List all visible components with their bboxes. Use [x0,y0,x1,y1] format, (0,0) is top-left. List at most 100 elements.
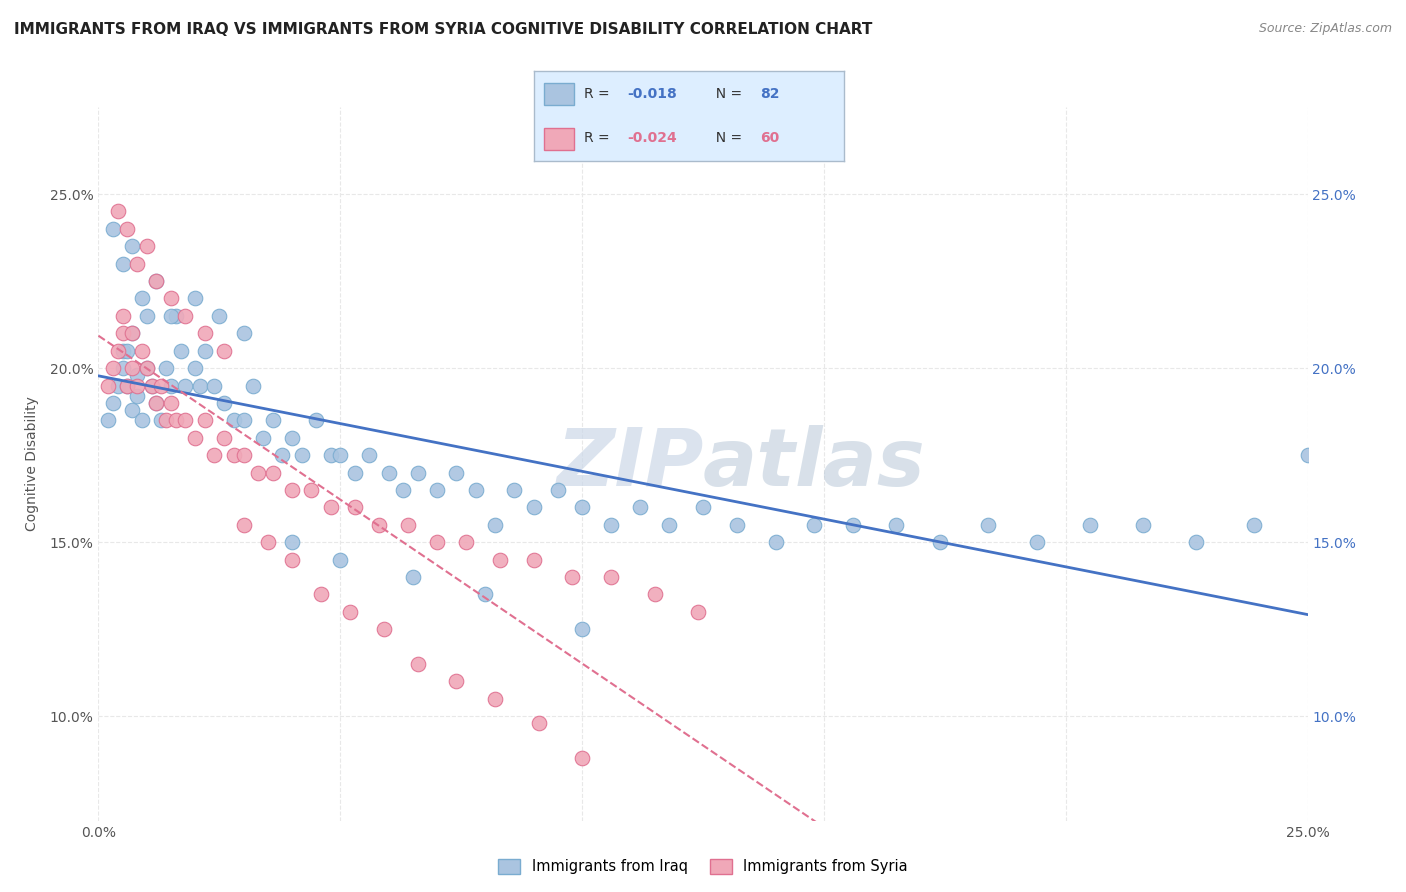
Point [194,326,217,341]
Point [1243,517,1265,532]
Point [803,517,825,532]
Text: 82: 82 [761,87,779,101]
Point [725,517,748,532]
Text: Source: ZipAtlas.com: Source: ZipAtlas.com [1258,22,1392,36]
Point [127,378,149,392]
Point [377,466,399,480]
Point [204,378,226,392]
Point [402,570,425,584]
Point [141,378,163,392]
Point [212,343,235,358]
Point [305,413,328,427]
Point [1185,535,1208,549]
Point [527,716,550,731]
Point [426,483,449,497]
Point [571,751,593,765]
Text: ZIP: ZIP [555,425,703,503]
Point [271,448,294,462]
Point [247,466,270,480]
Point [842,517,865,532]
Point [160,292,183,306]
Text: 60: 60 [761,131,779,145]
FancyBboxPatch shape [544,128,575,150]
Text: -0.024: -0.024 [627,131,676,145]
Point [160,396,183,410]
Point [117,378,139,392]
Point [135,239,157,253]
Point [281,431,304,445]
Point [160,309,183,323]
Point [160,378,183,392]
Point [281,552,304,566]
Point [281,483,304,497]
Point [464,483,486,497]
Point [359,448,381,462]
Text: R =: R = [583,131,614,145]
Point [174,378,197,392]
Text: atlas: atlas [703,425,925,503]
Point [174,309,197,323]
Point [232,326,254,341]
Point [426,535,449,549]
Point [155,361,177,376]
Point [101,361,124,376]
Point [135,361,157,376]
Point [256,535,278,549]
Point [339,605,361,619]
Point [319,500,342,515]
Point [111,361,134,376]
Point [131,413,153,427]
Point [121,403,143,417]
Point [1132,517,1154,532]
Point [252,431,274,445]
Point [194,413,217,427]
Point [111,309,134,323]
Point [929,535,952,549]
Point [208,309,231,323]
Point [644,587,666,601]
Point [169,343,191,358]
Point [281,535,304,549]
Point [222,448,245,462]
Point [692,500,714,515]
Text: N =: N = [707,131,747,145]
Point [1078,517,1101,532]
Point [145,274,167,288]
Point [1025,535,1047,549]
Point [688,605,710,619]
Point [117,378,139,392]
Point [329,448,352,462]
Point [204,448,226,462]
Point [194,343,217,358]
Point [503,483,526,497]
Point [343,466,366,480]
Point [319,448,342,462]
Point [446,674,468,689]
Point [222,413,245,427]
Point [111,343,134,358]
Point [406,466,429,480]
Point [489,552,512,566]
Point [484,517,506,532]
Text: R =: R = [583,87,614,101]
Text: N =: N = [707,87,747,101]
Point [232,413,254,427]
Point [127,389,149,403]
Point [107,378,129,392]
Point [127,257,149,271]
Point [262,466,284,480]
Point [135,361,157,376]
Point [121,326,143,341]
Point [309,587,332,601]
Point [97,413,120,427]
Point [571,622,593,636]
Point [242,378,264,392]
Point [658,517,681,532]
Point [121,361,143,376]
Point [150,378,173,392]
Point [484,691,506,706]
Point [121,239,143,253]
Point [373,622,395,636]
Point [290,448,312,462]
Point [184,431,207,445]
